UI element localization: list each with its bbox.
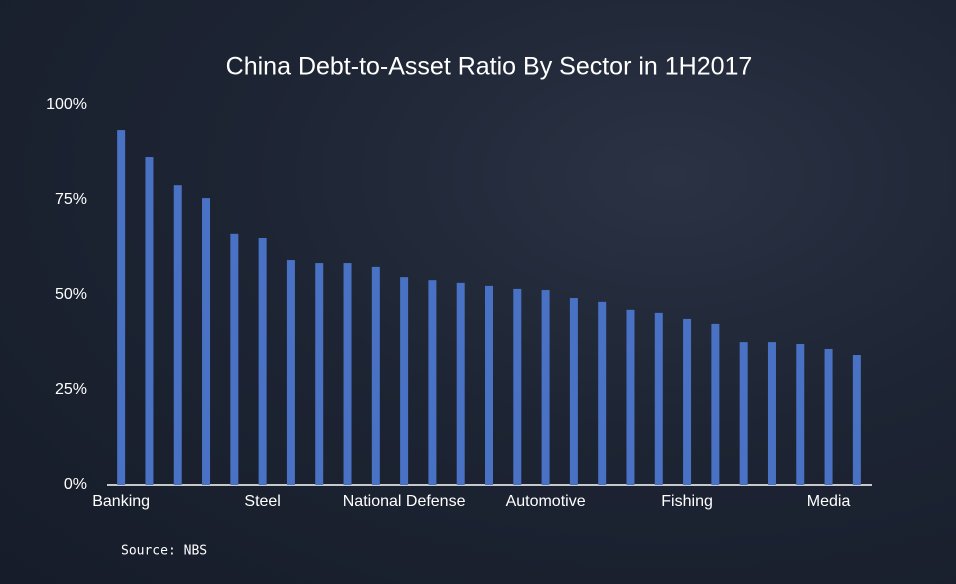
- bar: [739, 342, 748, 485]
- y-tick-label: 100%: [46, 96, 87, 113]
- bar: [683, 318, 692, 485]
- bar: [569, 298, 578, 485]
- bar: [230, 233, 239, 485]
- bar: [824, 348, 833, 485]
- y-tick-label: 50%: [55, 286, 87, 303]
- bar: [485, 285, 493, 485]
- source-note: Source: NBS: [121, 544, 207, 559]
- x-tick-label: National Defense: [343, 493, 466, 510]
- bar: [513, 288, 522, 485]
- x-tick-label: Media: [807, 493, 851, 510]
- bar: [852, 355, 861, 485]
- bar: [173, 185, 182, 485]
- bar: [541, 290, 550, 485]
- x-tick-label: Banking: [92, 493, 150, 510]
- bar: [796, 344, 805, 485]
- bar: [371, 266, 380, 485]
- bar: [315, 263, 324, 485]
- x-tick-label: Fishing: [661, 493, 713, 510]
- bar: [202, 198, 211, 485]
- x-tick-label: Automotive: [506, 493, 586, 510]
- bar: [117, 130, 126, 485]
- bar: [456, 282, 465, 485]
- bar: [145, 157, 154, 485]
- y-tick-label: 25%: [55, 381, 87, 398]
- y-tick-label: 75%: [55, 191, 87, 208]
- bar: [400, 277, 409, 485]
- bar: [428, 280, 437, 485]
- chart-title: China Debt-to-Asset Ratio By Sector in 1…: [226, 53, 753, 81]
- bar: [654, 312, 663, 485]
- bar: [343, 263, 352, 485]
- bar: [626, 309, 635, 485]
- x-tick-label: Steel: [244, 493, 280, 510]
- bar: [711, 323, 720, 485]
- y-tick-label: 0%: [64, 476, 87, 493]
- bar: [258, 238, 267, 485]
- bar: [767, 342, 776, 485]
- bar: [598, 301, 607, 485]
- bar: [286, 260, 295, 485]
